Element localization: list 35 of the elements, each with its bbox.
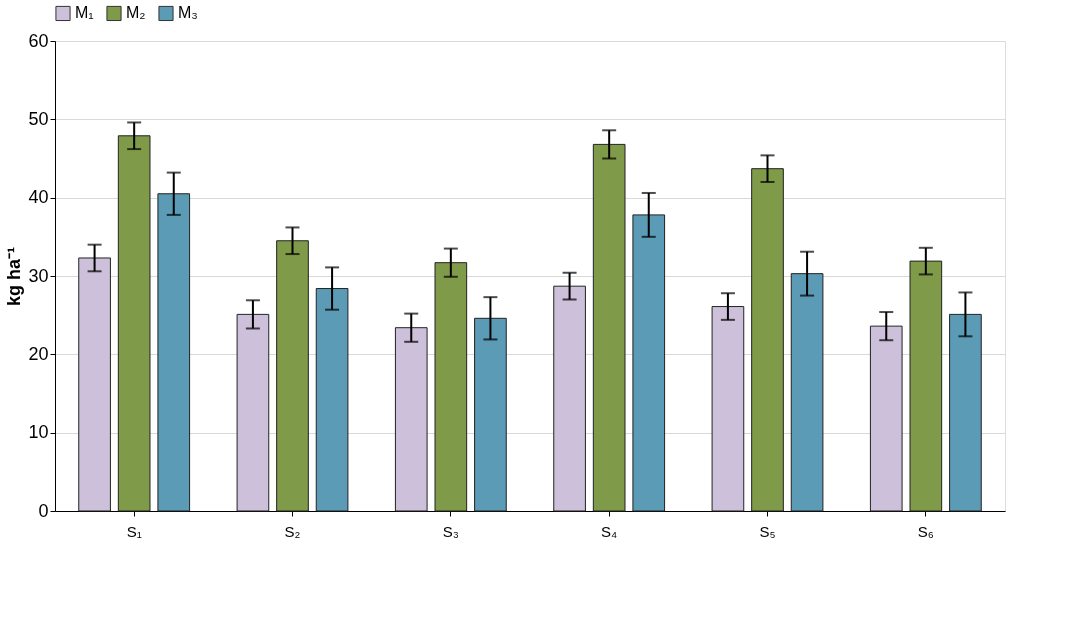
bar xyxy=(632,214,666,512)
y-tick-label: 10 xyxy=(28,422,49,443)
y-axis-title: kg ha⁻¹ xyxy=(4,246,25,307)
y-tick-label: 30 xyxy=(28,265,49,286)
bar xyxy=(474,317,507,512)
x-tick-label: S₄ xyxy=(601,522,618,540)
y-tick-label: 40 xyxy=(28,187,49,208)
bar xyxy=(949,313,982,512)
x-tick-label: S₂ xyxy=(284,522,301,540)
legend-label: M₃ xyxy=(178,4,198,22)
y-tick-label: 50 xyxy=(28,108,49,129)
legend-label: M₂ xyxy=(126,4,146,22)
bar xyxy=(236,313,270,512)
x-tick-label: S₅ xyxy=(759,522,776,540)
bar xyxy=(869,325,903,512)
bar xyxy=(315,288,349,512)
bar xyxy=(78,257,111,512)
bar xyxy=(276,240,309,512)
bar xyxy=(553,285,586,512)
x-tick-label: S₃ xyxy=(442,522,459,540)
bar xyxy=(592,143,626,512)
legend-label: M₁ xyxy=(75,4,94,22)
bar xyxy=(909,260,943,512)
x-tick-label: S₆ xyxy=(917,522,934,540)
y-tick-label: 0 xyxy=(38,500,49,521)
y-tick-label: 20 xyxy=(28,343,49,364)
bar xyxy=(434,262,468,512)
bar xyxy=(394,327,428,512)
y-tick-label: 60 xyxy=(28,30,49,51)
x-tick-label: S₁ xyxy=(126,522,142,540)
bar xyxy=(117,135,151,512)
bar xyxy=(790,273,824,512)
bar xyxy=(751,168,784,512)
bar xyxy=(157,193,191,512)
bar xyxy=(711,306,745,512)
